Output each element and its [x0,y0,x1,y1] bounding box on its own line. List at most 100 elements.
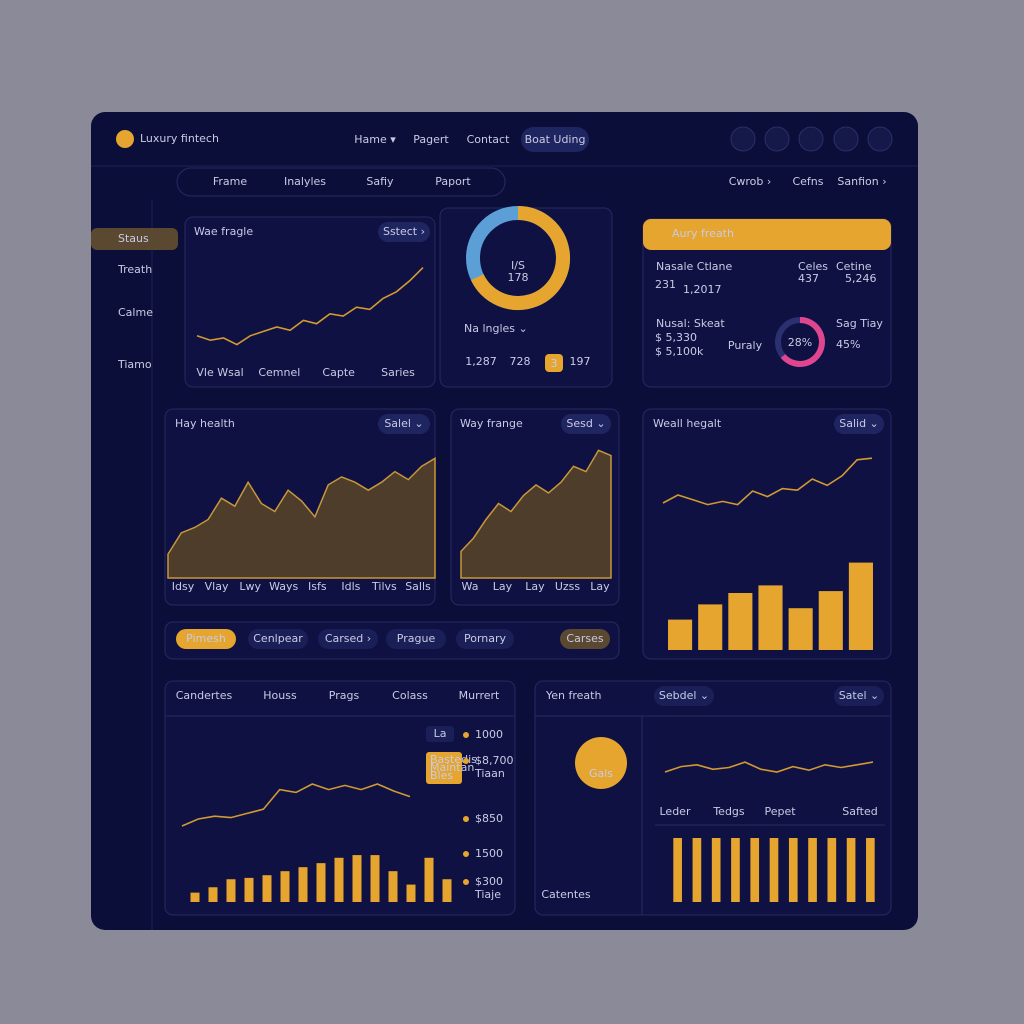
x-label: Saries [381,366,415,379]
button[interactable] [176,629,236,649]
bar [298,867,308,902]
bar [866,838,875,902]
arc [470,206,570,310]
button-label[interactable]: Salel ⌄ [384,417,423,430]
button[interactable] [378,222,430,242]
button-label[interactable]: Pimesh [186,632,226,645]
nav-link[interactable]: Hame ▾ [354,133,396,146]
button[interactable] [561,414,611,434]
x-label: Leder [660,805,691,818]
x-label: Lay [493,580,513,593]
legend-label: $8,700 [475,754,514,767]
line [662,457,873,506]
note [426,752,462,784]
button[interactable] [834,414,884,434]
legend-label: 1500 [475,847,503,860]
crumb[interactable]: Cefns [792,175,823,188]
button-label[interactable]: Prague [397,632,436,645]
tab[interactable]: Paport [435,175,471,188]
x-label: Cemnel [258,366,300,379]
bar [808,838,817,902]
bar [352,855,362,902]
button[interactable] [654,686,714,706]
bar [424,857,434,902]
panel-title: Wae fragle [194,225,253,238]
nav-link[interactable]: Pagert [413,133,449,146]
button[interactable] [386,629,446,649]
button-label[interactable]: Carsed › [325,632,371,645]
stat: 231 [655,278,676,291]
x-label: Ways [269,580,298,593]
stat: 5,246 [845,272,877,285]
select[interactable]: Satel ⌄ [839,689,880,702]
button[interactable] [248,629,308,649]
button[interactable] [176,167,506,197]
nav-link[interactable]: Contact [467,133,510,146]
select[interactable]: Sebdel ⌄ [659,689,709,702]
icon-button[interactable] [764,126,790,152]
tab[interactable]: Safiy [366,175,394,188]
footnote: Catentes [541,888,591,901]
sidebar-item[interactable]: Staus [118,232,149,245]
sidebar-item[interactable]: Tiamo [117,358,152,371]
button[interactable] [378,414,430,434]
button-label[interactable]: Sstect › [383,225,425,238]
bar [788,838,798,902]
bar [226,879,236,902]
tab[interactable]: Inalyles [284,175,326,188]
sidebar-item[interactable]: Calme [118,306,153,319]
stat: 197 [570,355,591,368]
button[interactable] [318,629,378,649]
button[interactable] [521,127,589,152]
donut-sub: I/S [511,259,525,272]
panel [184,216,436,388]
bar [711,838,721,902]
icon-button[interactable] [798,126,824,152]
bar [442,879,452,902]
button[interactable] [456,629,514,649]
icon-button[interactable] [867,126,893,152]
sidebar-item[interactable]: Treath [117,263,152,276]
bar [846,838,856,902]
tab[interactable]: Colass [392,689,428,702]
tab[interactable]: Prags [329,689,360,702]
nav-button[interactable]: Boat Uding [525,133,586,146]
button-label[interactable]: Cenlpear [253,632,303,645]
stat-label: Celes [798,260,828,273]
panel-title: Weall hegalt [653,417,722,430]
stat: 728 [510,355,531,368]
bar [818,591,843,650]
button-label[interactable]: Carses [566,632,603,645]
button[interactable] [834,686,884,706]
button-label[interactable]: Pornary [464,632,507,645]
icon-button[interactable] [730,126,756,152]
icon-badge [575,737,627,789]
donut-value: 178 [508,271,529,284]
stat-label: Nasale Ctlane [656,260,733,273]
button[interactable] [560,629,610,649]
icon-button[interactable] [833,126,859,152]
legend-dot [463,851,469,857]
stat-sub: 1,2017 [683,283,722,296]
legend-dot [463,732,469,738]
area [167,456,436,579]
panel-title: Way frange [460,417,523,430]
tab[interactable]: Frame [213,175,248,188]
legend-dot [463,816,469,822]
panel-title: Hay health [175,417,235,430]
tab[interactable]: Candertes [176,689,233,702]
bar [388,871,398,902]
legend-label: $850 [475,812,503,825]
crumb[interactable]: Cwrob › [729,175,772,188]
logo [116,130,134,148]
panel-title: Aury freath [672,227,734,240]
crumb[interactable]: Sanfion › [837,175,886,188]
legend-sub: Tiaje [474,888,501,901]
tab[interactable]: Houss [263,689,297,702]
tab[interactable]: Murrert [459,689,500,702]
money: $ 5,100k [655,345,704,358]
stat: 45% [836,338,860,351]
button-label[interactable]: Salid ⌄ [839,417,879,430]
button-label[interactable]: Sesd ⌄ [566,417,605,430]
